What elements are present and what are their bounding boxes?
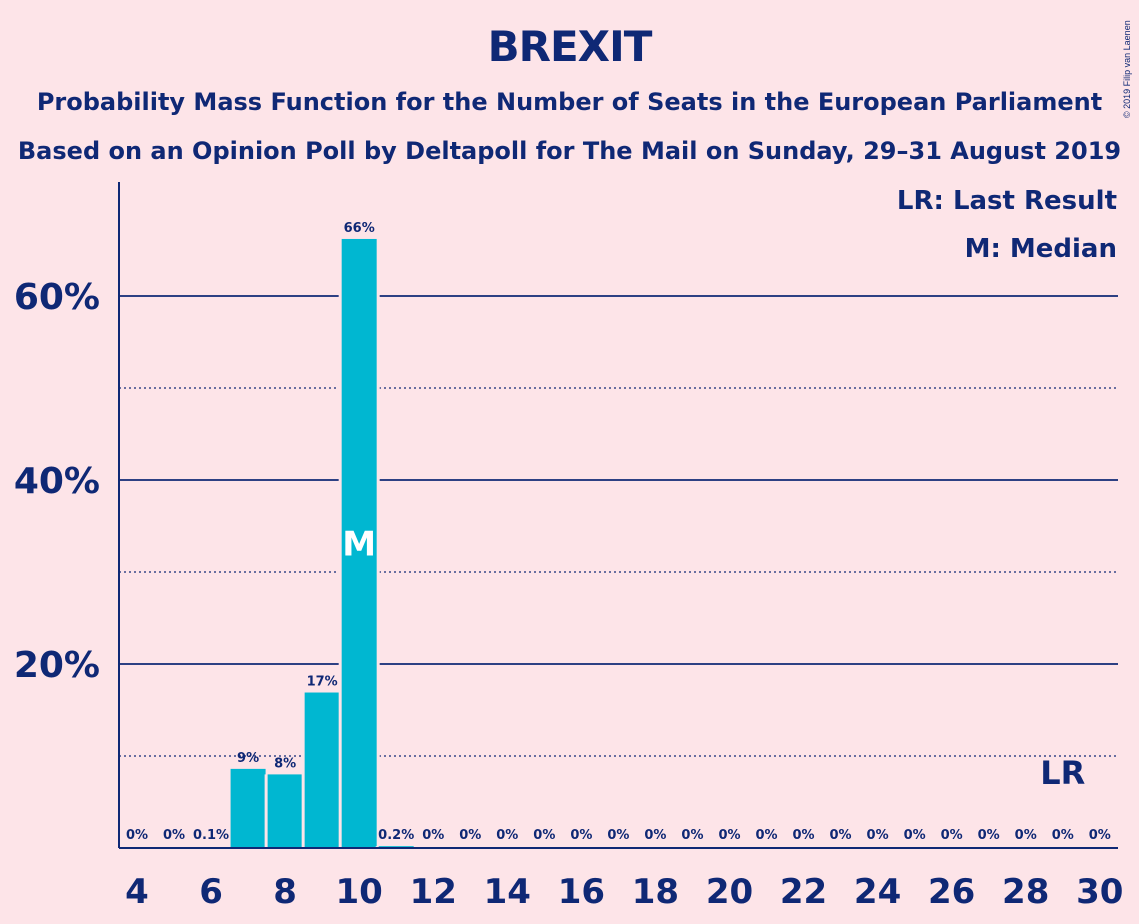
data-label-seat-11: 0.2% [378, 828, 414, 843]
x-tick-label-12: 12 [410, 872, 457, 912]
x-tick-label-16: 16 [558, 872, 605, 912]
median-marker: M [342, 524, 376, 564]
last-result-marker: LR [1040, 754, 1085, 792]
x-tick-label-8: 8 [273, 872, 297, 912]
data-label-seat-30: 0% [1089, 828, 1111, 843]
legend-entry-1: M: Median [965, 234, 1117, 264]
data-label-seat-12: 0% [422, 828, 444, 843]
data-label-seat-10: 66% [344, 221, 375, 236]
data-label-seat-22: 0% [793, 828, 815, 843]
x-tick-label-6: 6 [199, 872, 223, 912]
y-tick-label-40: 40% [14, 461, 100, 502]
data-label-seat-25: 0% [904, 828, 926, 843]
bar-seat-10 [341, 238, 377, 848]
x-tick-label-22: 22 [780, 872, 827, 912]
chart-subtitle-line1: Probability Mass Function for the Number… [36, 88, 1103, 116]
data-label-seat-9: 17% [307, 675, 338, 690]
data-label-seat-24: 0% [867, 828, 889, 843]
data-label-seat-17: 0% [607, 828, 629, 843]
data-label-seat-18: 0% [644, 828, 666, 843]
data-label-seat-16: 0% [570, 828, 592, 843]
x-tick-label-20: 20 [706, 872, 753, 912]
x-tick-label-10: 10 [336, 872, 383, 912]
x-tick-label-4: 4 [125, 872, 149, 912]
data-label-seat-21: 0% [755, 828, 777, 843]
y-tick-label-20: 20% [14, 645, 100, 686]
data-label-seat-20: 0% [718, 828, 740, 843]
bar-seat-7 [230, 768, 266, 848]
data-label-seat-13: 0% [459, 828, 481, 843]
bar-seat-9 [304, 692, 340, 848]
data-label-seat-27: 0% [978, 828, 1000, 843]
x-tick-label-28: 28 [1002, 872, 1049, 912]
data-label-seat-19: 0% [681, 828, 703, 843]
x-tick-label-30: 30 [1076, 872, 1123, 912]
data-label-seat-5: 0% [163, 828, 185, 843]
x-tick-label-18: 18 [632, 872, 679, 912]
data-label-seat-4: 0% [126, 828, 148, 843]
chart-subtitle-line2: Based on an Opinion Poll by Deltapoll fo… [17, 137, 1122, 165]
data-label-seat-14: 0% [496, 828, 518, 843]
data-label-seat-15: 0% [533, 828, 555, 843]
data-label-seat-28: 0% [1015, 828, 1037, 843]
data-label-seat-8: 8% [274, 756, 296, 771]
data-label-seat-29: 0% [1052, 828, 1074, 843]
bar-seat-8 [267, 774, 303, 848]
chart-title: BREXIT [487, 22, 653, 71]
data-label-seat-6: 0.1% [193, 828, 229, 843]
data-label-seat-23: 0% [830, 828, 852, 843]
data-label-seat-26: 0% [941, 828, 963, 843]
y-tick-label-60: 60% [14, 277, 100, 318]
data-label-seat-7: 9% [237, 751, 259, 766]
x-tick-label-26: 26 [928, 872, 975, 912]
x-tick-label-24: 24 [854, 872, 901, 912]
x-tick-label-14: 14 [484, 872, 531, 912]
legend-entry-0: LR: Last Result [897, 186, 1117, 216]
